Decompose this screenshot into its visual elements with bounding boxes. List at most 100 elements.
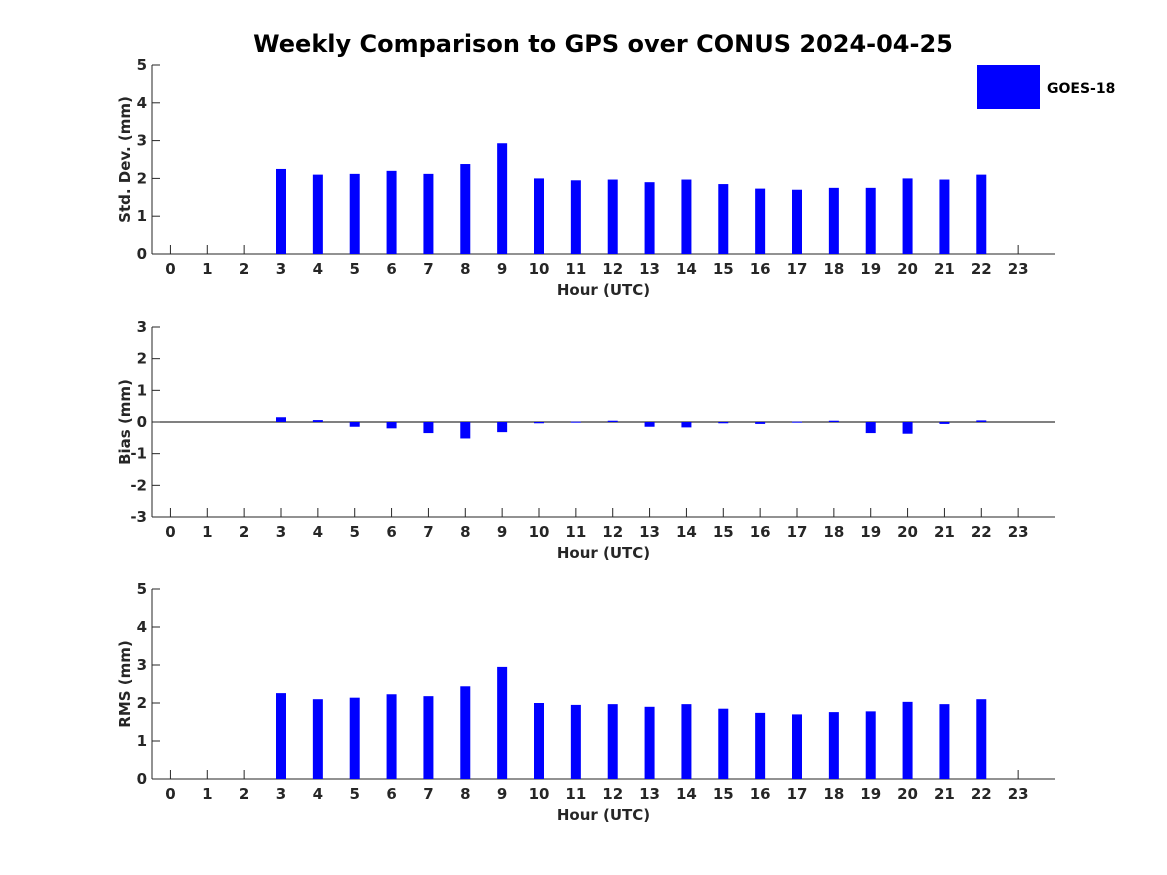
- bar-bias-hour-4: [312, 420, 323, 422]
- bar-rms-hour-21: [939, 704, 950, 779]
- bar-bias-hour-21: [939, 422, 950, 424]
- bar-std-dev-hour-15: [718, 184, 729, 254]
- bar-bias-hour-5: [349, 422, 360, 427]
- x-tick-label: 16: [750, 523, 771, 541]
- bar-bias-hour-3: [276, 417, 286, 422]
- bar-rms-hour-20: [902, 701, 913, 779]
- x-tick-label: 3: [276, 260, 286, 278]
- bar-std-dev-hour-22: [976, 174, 987, 254]
- x-tick-label: 21: [934, 785, 955, 803]
- y-tick-label: 1: [137, 207, 147, 225]
- x-axis-label: Hour (UTC): [557, 544, 650, 562]
- y-tick-label: -3: [130, 508, 147, 526]
- bar-bias-hour-11: [570, 421, 581, 423]
- x-axis-label: Hour (UTC): [557, 806, 650, 824]
- bar-bias-hour-19: [865, 422, 876, 434]
- y-tick-label: 2: [137, 694, 147, 712]
- x-tick-label: 22: [971, 260, 992, 278]
- bar-std-dev-hour-18: [828, 187, 839, 254]
- x-tick-label: 2: [239, 785, 249, 803]
- bar-rms-hour-13: [644, 706, 655, 779]
- y-tick-label: -2: [130, 476, 147, 494]
- x-tick-label: 23: [1008, 260, 1029, 278]
- bar-std-dev-hour-5: [349, 173, 360, 254]
- x-tick-label: 12: [602, 785, 623, 803]
- x-tick-label: 10: [529, 523, 550, 541]
- x-tick-label: 22: [971, 785, 992, 803]
- bar-bias-hour-12: [607, 420, 618, 422]
- x-tick-label: 20: [897, 523, 918, 541]
- bar-std-dev-hour-21: [939, 179, 950, 254]
- x-tick-label: 17: [787, 260, 808, 278]
- x-axis-label: Hour (UTC): [557, 281, 650, 299]
- bar-bias-hour-18: [828, 420, 839, 422]
- bar-std-dev-hour-11: [570, 180, 581, 254]
- bar-std-dev-hour-20: [902, 178, 913, 254]
- x-tick-label: 0: [165, 785, 175, 803]
- x-tick-label: 9: [497, 523, 507, 541]
- bar-bias-hour-10: [534, 422, 544, 424]
- x-tick-label: 14: [676, 523, 697, 541]
- y-tick-label: 0: [137, 770, 147, 788]
- bar-rms-hour-11: [570, 704, 581, 779]
- y-tick-label: 0: [137, 245, 147, 263]
- bar-rms-hour-3: [276, 693, 286, 779]
- y-tick-label: 1: [137, 732, 147, 750]
- x-tick-label: 23: [1008, 785, 1029, 803]
- x-tick-label: 8: [460, 785, 470, 803]
- bar-bias-hour-9: [497, 422, 508, 433]
- x-tick-label: 16: [750, 260, 771, 278]
- bar-rms-hour-9: [497, 666, 508, 779]
- y-tick-label: 5: [137, 580, 147, 598]
- x-tick-label: 19: [860, 785, 881, 803]
- bar-rms-hour-18: [828, 712, 839, 779]
- x-tick-label: 1: [202, 785, 212, 803]
- legend: GOES-18: [977, 65, 1115, 109]
- bar-bias-hour-17: [792, 421, 802, 423]
- y-tick-label: 5: [137, 56, 147, 74]
- bar-bias-hour-22: [976, 420, 987, 422]
- y-tick-label: 2: [137, 169, 147, 187]
- bar-rms-hour-4: [312, 699, 323, 779]
- x-tick-label: 7: [423, 523, 433, 541]
- x-tick-label: 10: [529, 260, 550, 278]
- x-tick-label: 6: [386, 785, 396, 803]
- x-tick-label: 13: [639, 523, 660, 541]
- bar-bias-hour-8: [460, 422, 471, 439]
- bar-bias-hour-13: [644, 422, 655, 427]
- x-tick-label: 11: [565, 523, 586, 541]
- x-tick-label: 1: [202, 523, 212, 541]
- bar-rms-hour-19: [865, 711, 876, 779]
- x-tick-label: 5: [349, 785, 359, 803]
- x-tick-label: 23: [1008, 523, 1029, 541]
- x-tick-label: 2: [239, 260, 249, 278]
- x-tick-label: 15: [713, 260, 734, 278]
- bar-bias-hour-14: [681, 422, 692, 428]
- bar-rms-hour-14: [681, 704, 692, 779]
- x-tick-label: 0: [165, 523, 175, 541]
- x-tick-label: 4: [313, 523, 323, 541]
- x-tick-label: 6: [386, 523, 396, 541]
- bar-rms-hour-10: [534, 703, 544, 779]
- y-tick-label: -1: [130, 445, 147, 463]
- x-tick-label: 8: [460, 523, 470, 541]
- x-tick-label: 17: [787, 785, 808, 803]
- x-tick-label: 9: [497, 260, 507, 278]
- y-tick-label: 3: [137, 656, 147, 674]
- bar-rms-hour-6: [386, 694, 397, 779]
- bar-rms-hour-7: [423, 696, 434, 779]
- legend-swatch: [977, 65, 1040, 109]
- bar-rms-hour-22: [976, 699, 987, 779]
- x-tick-label: 1: [202, 260, 212, 278]
- y-axis-label: RMS (mm): [116, 640, 134, 727]
- x-tick-label: 16: [750, 785, 771, 803]
- bar-bias-hour-16: [755, 422, 766, 424]
- x-tick-label: 6: [386, 260, 396, 278]
- legend-label: GOES-18: [1047, 81, 1115, 97]
- x-tick-label: 7: [423, 785, 433, 803]
- y-tick-label: 4: [137, 94, 147, 112]
